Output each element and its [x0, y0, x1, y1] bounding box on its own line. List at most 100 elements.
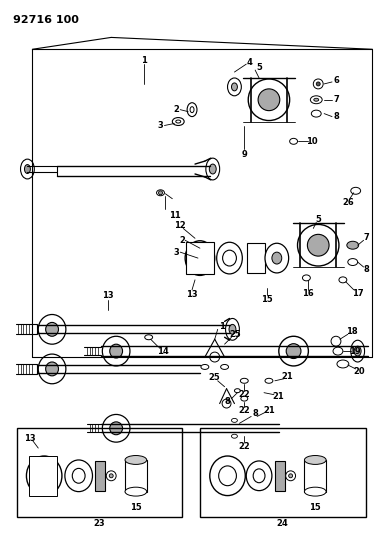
- Ellipse shape: [210, 352, 220, 362]
- Ellipse shape: [290, 139, 298, 144]
- Text: 15: 15: [261, 295, 273, 304]
- Ellipse shape: [187, 103, 197, 117]
- Circle shape: [331, 336, 341, 346]
- Text: 25: 25: [209, 373, 221, 382]
- Ellipse shape: [310, 96, 322, 104]
- Ellipse shape: [38, 354, 66, 384]
- Ellipse shape: [347, 241, 359, 249]
- Ellipse shape: [210, 456, 245, 496]
- Ellipse shape: [201, 365, 209, 369]
- Ellipse shape: [38, 314, 66, 344]
- Ellipse shape: [65, 460, 93, 491]
- Ellipse shape: [248, 79, 290, 120]
- Ellipse shape: [46, 322, 59, 336]
- Ellipse shape: [298, 224, 339, 266]
- Ellipse shape: [265, 243, 289, 273]
- Ellipse shape: [303, 275, 310, 281]
- Ellipse shape: [27, 456, 62, 496]
- Ellipse shape: [222, 399, 231, 408]
- Text: 2: 2: [173, 105, 179, 114]
- Ellipse shape: [46, 362, 59, 376]
- Text: 15: 15: [309, 503, 321, 512]
- Text: 25: 25: [230, 330, 241, 339]
- Ellipse shape: [305, 487, 326, 496]
- Ellipse shape: [110, 422, 122, 435]
- Ellipse shape: [351, 340, 364, 362]
- Ellipse shape: [348, 259, 358, 265]
- Bar: [29, 456, 57, 496]
- Text: 13: 13: [102, 291, 114, 300]
- Ellipse shape: [206, 158, 220, 180]
- Ellipse shape: [226, 318, 239, 340]
- Bar: [275, 461, 285, 491]
- Text: 14: 14: [157, 346, 169, 356]
- Text: 21: 21: [272, 392, 284, 401]
- Ellipse shape: [102, 415, 130, 442]
- Ellipse shape: [305, 456, 326, 464]
- Ellipse shape: [102, 336, 130, 366]
- Text: 7: 7: [364, 233, 369, 242]
- Text: 2: 2: [179, 236, 185, 245]
- Ellipse shape: [219, 466, 237, 486]
- Ellipse shape: [231, 418, 237, 422]
- Text: 8: 8: [225, 397, 230, 406]
- Circle shape: [106, 471, 116, 481]
- Text: 22: 22: [239, 406, 250, 415]
- Text: 5: 5: [256, 62, 262, 71]
- Text: 13: 13: [23, 434, 35, 443]
- Ellipse shape: [221, 365, 228, 369]
- Ellipse shape: [253, 469, 265, 483]
- Circle shape: [313, 79, 323, 89]
- Bar: [16, 429, 182, 518]
- Text: 92716 100: 92716 100: [13, 14, 79, 25]
- Ellipse shape: [172, 118, 184, 125]
- Ellipse shape: [337, 360, 349, 368]
- Ellipse shape: [279, 336, 308, 366]
- Ellipse shape: [246, 461, 272, 491]
- Text: 11: 11: [169, 211, 181, 220]
- Ellipse shape: [314, 98, 319, 101]
- Text: 15: 15: [130, 503, 142, 512]
- Ellipse shape: [231, 83, 237, 91]
- Text: 13: 13: [186, 290, 198, 299]
- Text: 4: 4: [246, 58, 252, 67]
- Ellipse shape: [72, 469, 85, 483]
- Ellipse shape: [229, 325, 236, 334]
- Ellipse shape: [222, 250, 237, 266]
- Text: 5: 5: [315, 215, 321, 224]
- Ellipse shape: [190, 107, 194, 112]
- Ellipse shape: [110, 344, 122, 358]
- Circle shape: [286, 471, 296, 481]
- Ellipse shape: [193, 250, 207, 266]
- Ellipse shape: [20, 159, 34, 179]
- Text: 7: 7: [333, 95, 339, 104]
- Ellipse shape: [240, 378, 248, 383]
- Text: 18: 18: [346, 327, 357, 336]
- Text: 22: 22: [239, 390, 250, 399]
- Ellipse shape: [125, 487, 147, 496]
- Text: 8: 8: [252, 409, 258, 418]
- Text: 20: 20: [354, 367, 366, 376]
- Text: 24: 24: [277, 519, 289, 528]
- Ellipse shape: [125, 456, 147, 464]
- Text: 26: 26: [342, 198, 354, 207]
- Text: 19: 19: [349, 346, 361, 356]
- Text: 16: 16: [303, 289, 314, 298]
- Text: 17: 17: [352, 289, 364, 298]
- Circle shape: [158, 191, 163, 195]
- Ellipse shape: [156, 190, 165, 196]
- Ellipse shape: [145, 335, 152, 340]
- Bar: [95, 461, 105, 491]
- Ellipse shape: [286, 344, 301, 359]
- Ellipse shape: [35, 466, 53, 486]
- Bar: [125, 460, 147, 491]
- Bar: [305, 460, 326, 491]
- Ellipse shape: [307, 235, 329, 256]
- Ellipse shape: [209, 164, 216, 174]
- Text: 6: 6: [333, 76, 339, 85]
- Bar: [247, 243, 265, 273]
- Circle shape: [109, 474, 113, 478]
- Text: 8: 8: [364, 265, 369, 274]
- Ellipse shape: [272, 252, 282, 264]
- Text: 23: 23: [93, 519, 105, 528]
